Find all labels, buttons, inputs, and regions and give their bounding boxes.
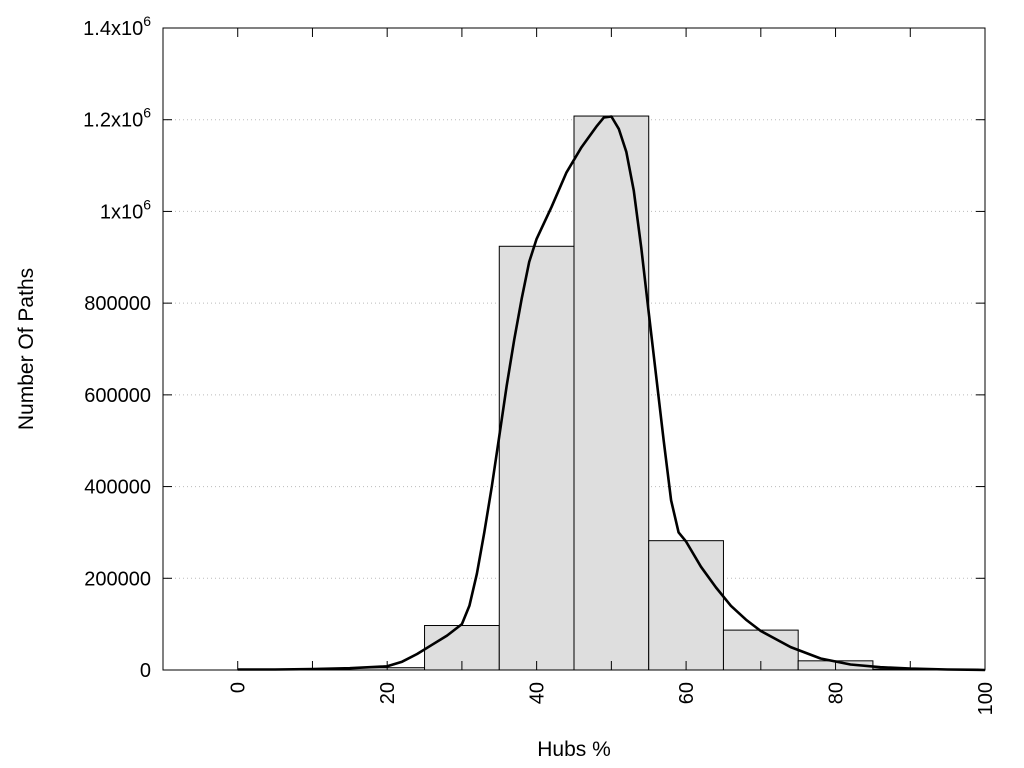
x-tick-label: 100 [975,682,997,715]
y-tick-label: 200000 [84,568,151,590]
x-tick-label: 60 [676,682,698,704]
x-tick-label: 80 [826,682,848,704]
y-tick-label: 400000 [84,477,151,499]
bar [573,115,650,671]
fit-curve [237,115,986,672]
y-tick-label: 800000 [84,293,151,315]
plot-frame [162,27,986,671]
bars [274,115,949,671]
y-axis-ticks: 0 200000 400000 600000 800000 1x106 1.2x106 1.4… [83,13,985,682]
y-tick-label: 1x106 [100,196,151,223]
y-tick-label: 1.4x106 [83,13,151,40]
x-tick-label: 40 [527,682,549,704]
bar [498,245,575,671]
y-axis-title: Number Of Paths [15,268,38,430]
x-tick-label: 20 [377,682,399,704]
x-tick-label: 0 [228,682,250,693]
x-axis-ticks: 0 20 40 60 80 100 [228,28,997,715]
bar [648,540,724,671]
y-tick-label: 600000 [84,385,151,407]
fit-curve-line [237,115,986,672]
y-tick-label: 0 [140,660,151,682]
y-tick-label: 1.2x106 [83,105,151,132]
x-axis-title: Hubs % [537,738,611,761]
grid-lines [163,119,985,579]
